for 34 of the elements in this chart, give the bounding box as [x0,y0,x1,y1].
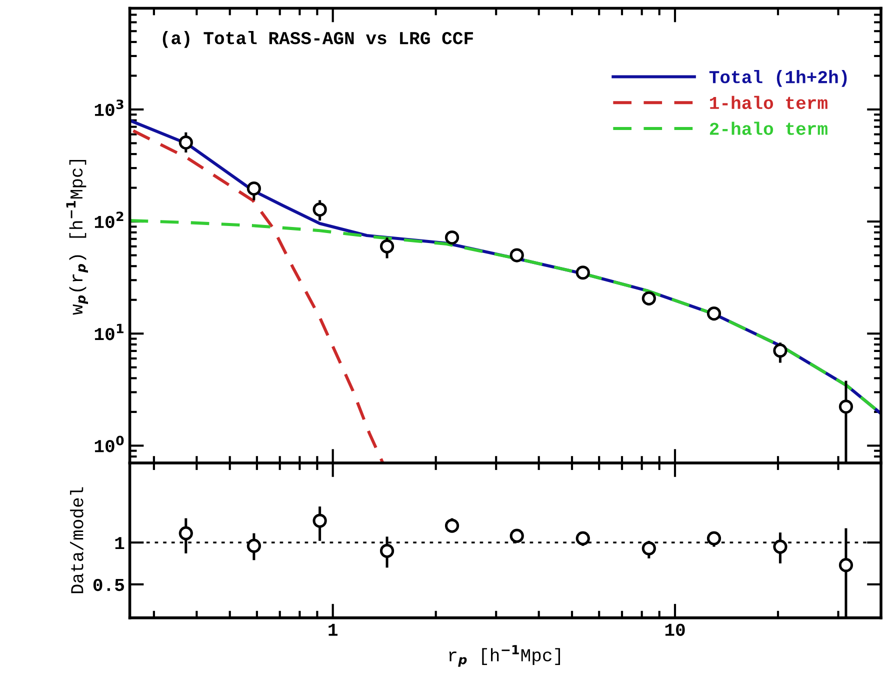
y-tick-label: 10$^{2}$ [94,212,124,228]
point [312,514,327,528]
point [510,528,524,543]
legend-label: 1-halo term [710,96,828,110]
point [773,344,788,358]
point [576,266,590,280]
point [510,248,524,262]
y-axis-title: Data/model [70,487,84,594]
point [838,558,854,572]
legend-label: 2-halo term [710,122,828,135]
point [380,544,394,558]
point [246,181,261,196]
point [444,230,460,245]
legend-label: Total (1h+2h) [709,70,847,87]
x-tick-label: 10 [665,624,685,636]
point [773,540,788,554]
y-tick-label: 10$^{1}$ [94,324,124,340]
point [380,239,394,254]
y-axis-title: w$_{p}$(r$_{p}$) [h$^{−1}$Mpc] [66,160,88,315]
text: (a) Total RASS-AGN vs LRG CCF [162,30,473,48]
point [642,291,656,306]
point [642,541,656,556]
point [706,306,722,321]
text: r$_{p}$ [h$^{−1}$Mpc] [449,645,560,667]
point [246,538,261,553]
y-tick-label: 1 [115,537,124,550]
y-tick-label: 0.5 [93,578,124,592]
point [576,531,590,546]
y-tick-label: 10$^{3}$ [94,100,124,116]
point [444,518,460,533]
y-tick-label: 10$^{0}$ [94,436,124,452]
point [838,400,854,414]
point [706,531,722,546]
point [312,202,327,217]
